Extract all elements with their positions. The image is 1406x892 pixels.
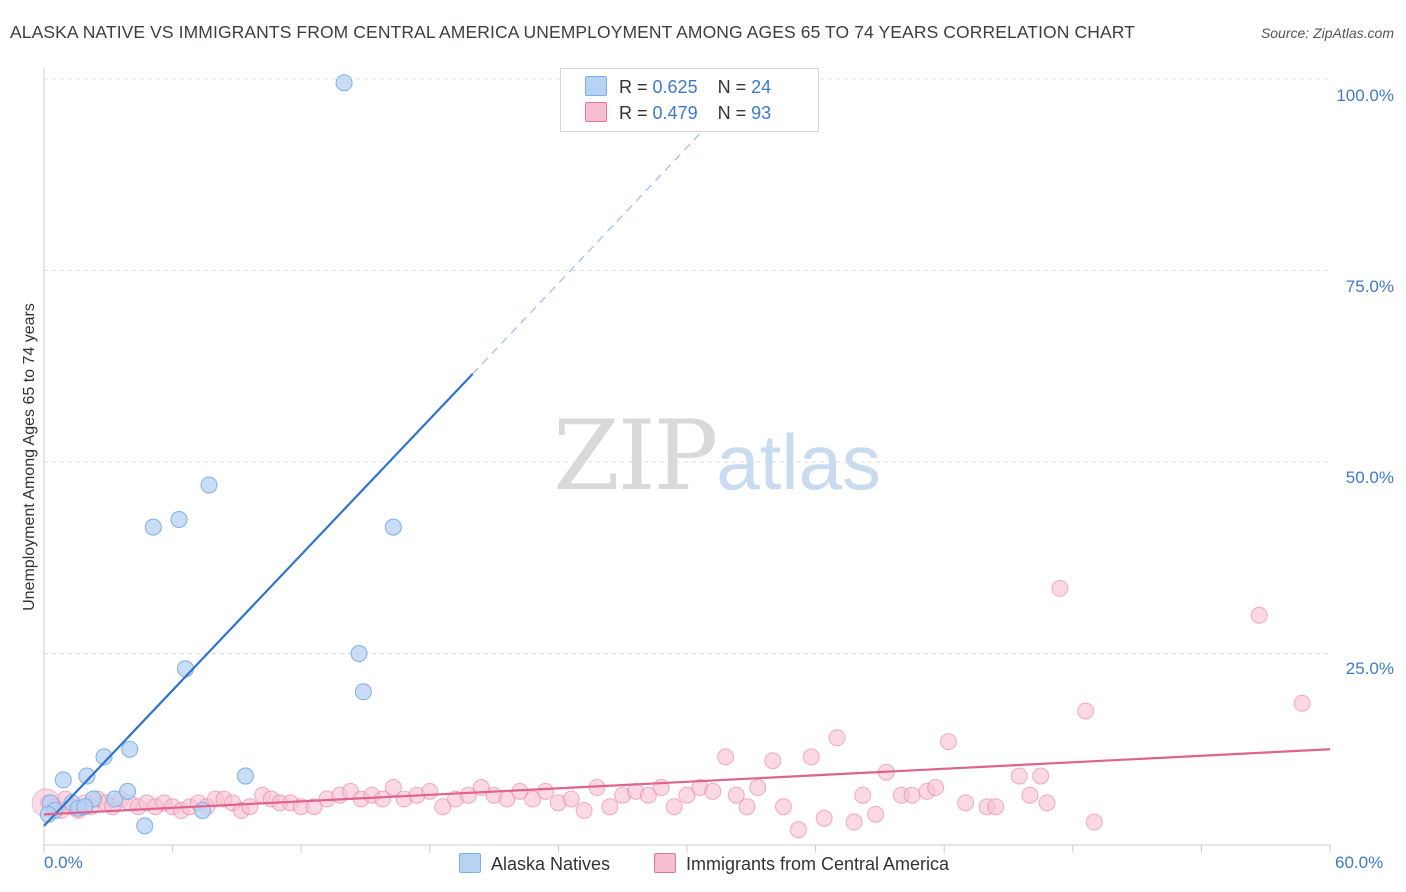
point-alaska-natives xyxy=(176,660,194,678)
point-alaska-natives xyxy=(136,817,154,835)
point-immigrants xyxy=(305,798,323,816)
point-immigrants xyxy=(562,790,580,808)
point-immigrants xyxy=(845,813,863,831)
point-alaska-natives xyxy=(194,802,212,820)
point-immigrants xyxy=(537,782,555,800)
point-immigrants xyxy=(704,782,722,800)
x-tick-label-min: 0.0% xyxy=(44,853,83,872)
y-tick-label-75: 75.0% xyxy=(1345,277,1394,296)
point-alaska-natives xyxy=(200,476,218,494)
point-immigrants xyxy=(828,729,846,747)
trendline-immigrants xyxy=(43,748,1331,816)
watermark-zip: ZIP xyxy=(553,400,718,512)
point-immigrants xyxy=(854,786,872,804)
point-alaska-natives xyxy=(236,767,254,785)
point-alaska-natives xyxy=(384,518,402,536)
point-alaska-natives xyxy=(95,748,113,766)
point-immigrants xyxy=(575,802,593,820)
legend-n-label: N = xyxy=(717,77,747,97)
legend-row-immigrants: R = 0.479 N = 93 xyxy=(585,102,771,126)
point-immigrants xyxy=(1038,794,1056,812)
point-immigrants xyxy=(1032,767,1050,785)
point-immigrants xyxy=(1250,606,1268,624)
series-legend-label: Immigrants from Central America xyxy=(686,854,950,874)
point-immigrants xyxy=(1010,767,1028,785)
legend-r-value: 0.479 xyxy=(652,103,698,123)
point-immigrants xyxy=(927,779,945,797)
point-immigrants xyxy=(1077,702,1095,720)
chart-source: Source: ZipAtlas.com xyxy=(1260,25,1394,41)
point-alaska-natives xyxy=(76,798,94,816)
point-immigrants xyxy=(717,748,735,766)
series-legend-label: Alaska Natives xyxy=(491,854,611,874)
legend-swatch-alaska-natives xyxy=(585,76,607,96)
trendline-alaska-natives xyxy=(43,373,474,827)
point-immigrants xyxy=(601,798,619,816)
point-immigrants xyxy=(384,779,402,797)
series-legend-swatch xyxy=(654,853,676,873)
point-immigrants xyxy=(639,786,657,804)
point-alaska-natives xyxy=(144,518,162,536)
point-immigrants xyxy=(987,798,1005,816)
point-immigrants xyxy=(241,798,259,816)
point-immigrants xyxy=(524,790,542,808)
legend-n-value: 24 xyxy=(751,77,772,97)
point-immigrants xyxy=(749,779,767,797)
y-tick-label-50: 50.0% xyxy=(1345,468,1394,487)
point-immigrants xyxy=(764,752,782,770)
point-immigrants xyxy=(1085,813,1103,831)
point-immigrants xyxy=(421,782,439,800)
point-alaska-natives xyxy=(78,767,96,785)
point-alaska-natives xyxy=(119,782,137,800)
point-alaska-natives xyxy=(335,74,353,92)
trendline-alaska-natives-extension xyxy=(472,101,731,375)
point-immigrants xyxy=(903,786,921,804)
point-immigrants xyxy=(738,798,756,816)
point-immigrants xyxy=(1293,694,1311,712)
series-legend-alaska-natives: Alaska Natives xyxy=(459,853,610,875)
legend-row-alaska-natives: R = 0.625 N = 24 xyxy=(585,76,771,100)
point-alaska-natives xyxy=(121,740,139,758)
point-alaska-natives xyxy=(170,510,188,528)
point-immigrants xyxy=(434,798,452,816)
point-immigrants xyxy=(665,798,683,816)
point-immigrants xyxy=(957,794,975,812)
legend-r-label: R = xyxy=(619,77,648,97)
x-tick-label-max: 60.0% xyxy=(1335,853,1384,872)
legend-n-value: 93 xyxy=(751,103,772,123)
chart-title: ALASKA NATIVE VS IMMIGRANTS FROM CENTRAL… xyxy=(10,22,1135,42)
point-immigrants xyxy=(1051,579,1069,597)
point-immigrants xyxy=(678,786,696,804)
point-immigrants xyxy=(815,809,833,827)
point-immigrants xyxy=(802,748,820,766)
legend-swatch-immigrants xyxy=(585,102,607,122)
legend-n-label: N = xyxy=(717,103,747,123)
legend-r-label: R = xyxy=(619,103,648,123)
point-immigrants xyxy=(1021,786,1039,804)
correlation-legend: R = 0.625 N = 24 R = 0.479 N = 93 xyxy=(560,68,819,132)
point-immigrants xyxy=(774,798,792,816)
point-immigrants xyxy=(867,805,885,823)
point-immigrants xyxy=(789,821,807,839)
point-immigrants xyxy=(459,786,477,804)
series-legend-immigrants: Immigrants from Central America xyxy=(654,853,949,875)
point-immigrants xyxy=(727,786,745,804)
point-alaska-natives xyxy=(354,683,372,701)
point-alaska-natives xyxy=(106,790,124,808)
point-immigrants xyxy=(939,733,957,751)
series-legend-swatch xyxy=(459,853,481,873)
y-tick-label-25: 25.0% xyxy=(1345,659,1394,678)
point-alaska-natives xyxy=(54,771,72,789)
point-alaska-natives xyxy=(350,645,368,662)
point-immigrants xyxy=(374,790,392,808)
y-tick-label-100: 100.0% xyxy=(1336,86,1394,105)
legend-r-value: 0.625 xyxy=(652,77,698,97)
